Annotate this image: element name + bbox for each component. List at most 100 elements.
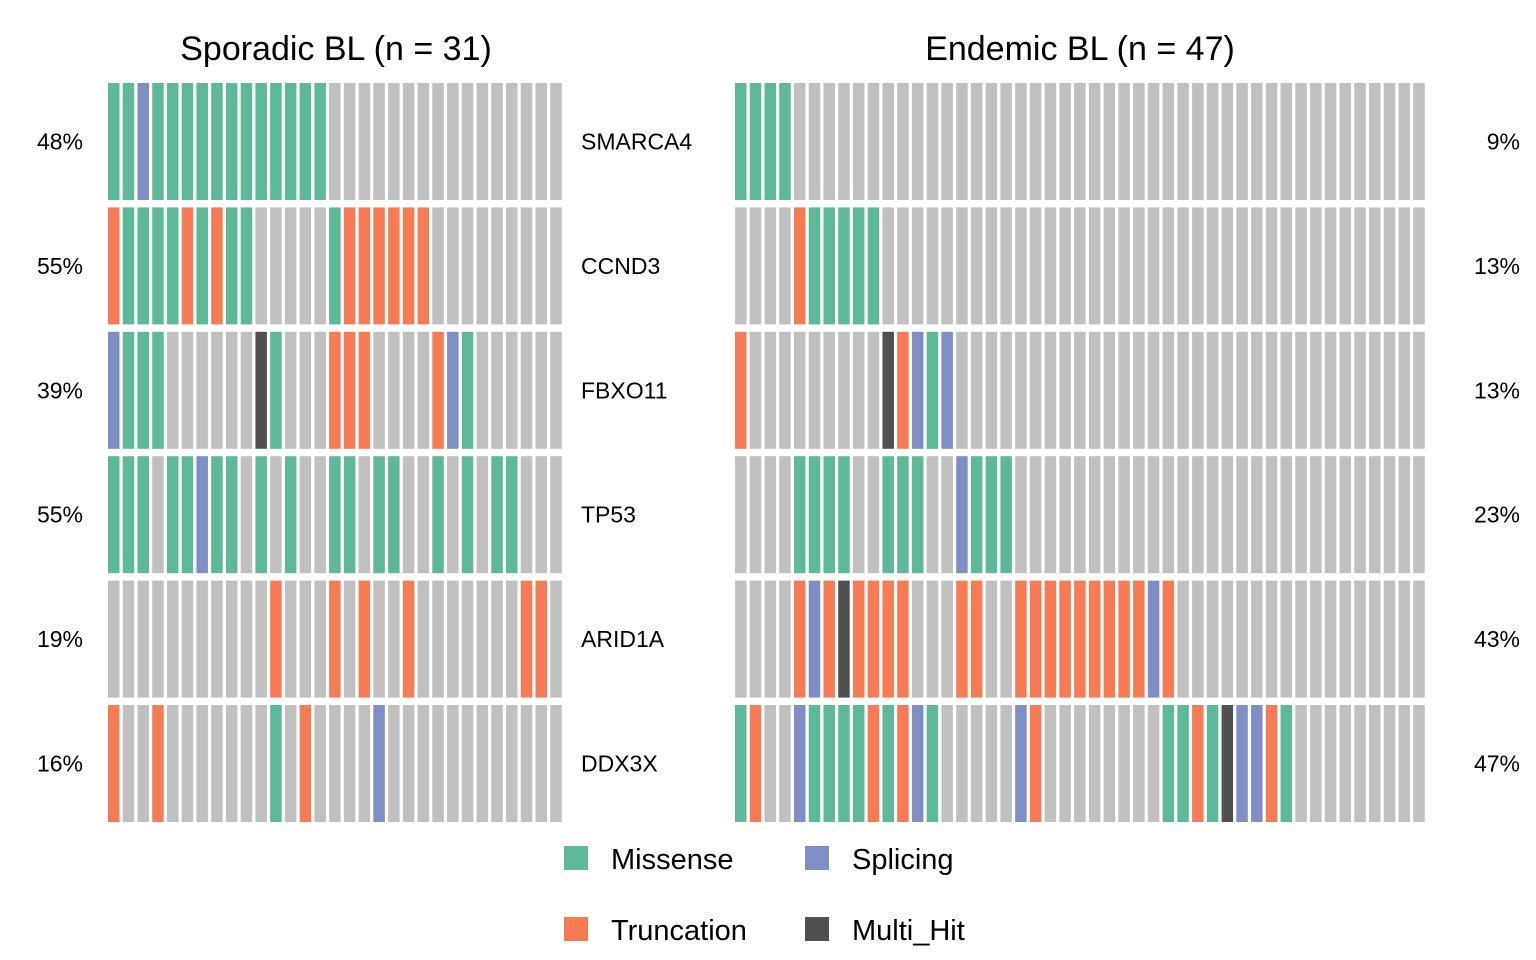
cell-smarca4-27 bbox=[491, 83, 503, 200]
cell-ccnd3-8 bbox=[211, 207, 223, 325]
cell-fbxo11-37 bbox=[1265, 331, 1278, 449]
cell-tp53-31 bbox=[1177, 456, 1189, 574]
cell-smarca4-43 bbox=[1354, 83, 1366, 200]
cell-ddx3x-14 bbox=[299, 705, 312, 822]
cell-arid1a-20 bbox=[1015, 580, 1027, 698]
cell-ccnd3-14 bbox=[299, 207, 312, 325]
cell-arid1a-10 bbox=[240, 580, 253, 698]
cell-fbxo11-2 bbox=[122, 331, 135, 449]
cell-smarca4-22 bbox=[417, 83, 430, 200]
cell-arid1a-19 bbox=[1000, 580, 1012, 698]
cell-ddx3x-1 bbox=[108, 705, 120, 822]
cell-ccnd3-4 bbox=[779, 207, 791, 325]
cell-ccnd3-29 bbox=[520, 207, 533, 325]
cell-ccnd3-10 bbox=[240, 207, 253, 325]
cell-tp53-1 bbox=[108, 456, 120, 574]
cell-ccnd3-9 bbox=[225, 207, 238, 325]
cell-fbxo11-29 bbox=[1147, 331, 1160, 449]
cell-fbxo11-7 bbox=[823, 331, 835, 449]
cell-smarca4-33 bbox=[1206, 83, 1219, 200]
cell-arid1a-4 bbox=[779, 580, 791, 698]
cell-tp53-35 bbox=[1236, 456, 1248, 574]
cell-arid1a-8 bbox=[211, 580, 223, 698]
cell-ddx3x-30 bbox=[535, 705, 548, 822]
cell-ddx3x-13 bbox=[911, 705, 924, 822]
cell-ddx3x-44 bbox=[1369, 705, 1381, 822]
cell-ddx3x-6 bbox=[808, 705, 821, 822]
cell-arid1a-12 bbox=[897, 580, 909, 698]
cell-ddx3x-3 bbox=[137, 705, 149, 822]
cell-fbxo11-17 bbox=[343, 331, 356, 449]
cell-arid1a-19 bbox=[373, 580, 385, 698]
cell-smarca4-24 bbox=[1074, 83, 1086, 200]
pct-label-ddx3x: 16% bbox=[37, 751, 83, 777]
panel-title: Endemic BL (n = 47) bbox=[925, 30, 1235, 68]
cell-ccnd3-13 bbox=[911, 207, 924, 325]
cell-tp53-27 bbox=[491, 456, 503, 574]
cell-ccnd3-4 bbox=[152, 207, 164, 325]
cell-ccnd3-25 bbox=[1088, 207, 1101, 325]
cell-tp53-4 bbox=[779, 456, 791, 574]
cell-ccnd3-11 bbox=[882, 207, 894, 325]
cell-fbxo11-4 bbox=[152, 331, 164, 449]
cell-smarca4-1 bbox=[735, 83, 747, 200]
cell-arid1a-37 bbox=[1265, 580, 1278, 698]
cell-smarca4-1 bbox=[108, 83, 120, 200]
cell-tp53-19 bbox=[373, 456, 385, 574]
cell-ddx3x-15 bbox=[941, 705, 953, 822]
panel-sporadic: Sporadic BL (n = 31) 48% 55% 39% 55% 19% 16% bbox=[37, 30, 562, 822]
cell-ddx3x-34 bbox=[1221, 705, 1234, 822]
cell-tp53-46 bbox=[1398, 456, 1411, 574]
cell-smarca4-5 bbox=[793, 83, 806, 200]
cell-arid1a-23 bbox=[1059, 580, 1071, 698]
cell-tp53-6 bbox=[808, 456, 821, 574]
pct-label-tp53: 23% bbox=[1474, 502, 1520, 528]
cell-ccnd3-36 bbox=[1251, 207, 1263, 325]
cell-fbxo11-24 bbox=[447, 331, 459, 449]
cell-arid1a-6 bbox=[808, 580, 821, 698]
cell-ddx3x-23 bbox=[1059, 705, 1071, 822]
cell-tp53-17 bbox=[970, 456, 983, 574]
cell-fbxo11-3 bbox=[764, 331, 776, 449]
cell-fbxo11-30 bbox=[1162, 331, 1175, 449]
cell-smarca4-19 bbox=[1000, 83, 1012, 200]
cell-ccnd3-15 bbox=[314, 207, 326, 325]
pct-label-ccnd3: 55% bbox=[37, 253, 83, 279]
cell-ddx3x-29 bbox=[1147, 705, 1160, 822]
cell-fbxo11-47 bbox=[1413, 331, 1425, 449]
cell-ccnd3-20 bbox=[388, 207, 400, 325]
cell-smarca4-12 bbox=[897, 83, 909, 200]
cell-ddx3x-20 bbox=[388, 705, 400, 822]
cell-ddx3x-14 bbox=[926, 705, 939, 822]
cell-ccnd3-5 bbox=[166, 207, 179, 325]
cell-fbxo11-23 bbox=[432, 331, 444, 449]
cell-arid1a-8 bbox=[838, 580, 850, 698]
cell-smarca4-41 bbox=[1324, 83, 1337, 200]
cell-tp53-13 bbox=[284, 456, 297, 574]
cell-tp53-47 bbox=[1413, 456, 1425, 574]
cell-arid1a-33 bbox=[1206, 580, 1219, 698]
cell-ccnd3-8 bbox=[838, 207, 850, 325]
cell-ccnd3-19 bbox=[373, 207, 385, 325]
cell-ccnd3-28 bbox=[506, 207, 518, 325]
cell-smarca4-34 bbox=[1221, 83, 1234, 200]
cell-arid1a-26 bbox=[1103, 580, 1116, 698]
cell-ccnd3-27 bbox=[491, 207, 503, 325]
cell-fbxo11-29 bbox=[520, 331, 533, 449]
cell-fbxo11-38 bbox=[1280, 331, 1293, 449]
cell-arid1a-32 bbox=[1192, 580, 1204, 698]
cell-tp53-31 bbox=[550, 456, 562, 574]
cell-smarca4-29 bbox=[1147, 83, 1160, 200]
cell-arid1a-7 bbox=[196, 580, 208, 698]
cell-fbxo11-35 bbox=[1236, 331, 1248, 449]
cell-tp53-38 bbox=[1280, 456, 1293, 574]
cell-arid1a-45 bbox=[1383, 580, 1396, 698]
panel-title: Sporadic BL (n = 31) bbox=[180, 30, 492, 68]
cell-arid1a-1 bbox=[735, 580, 747, 698]
cell-smarca4-29 bbox=[520, 83, 533, 200]
cell-fbxo11-15 bbox=[314, 331, 326, 449]
cell-arid1a-20 bbox=[388, 580, 400, 698]
legend-item-splicing: Splicing bbox=[805, 844, 954, 876]
cell-fbxo11-8 bbox=[211, 331, 223, 449]
cell-smarca4-17 bbox=[970, 83, 983, 200]
